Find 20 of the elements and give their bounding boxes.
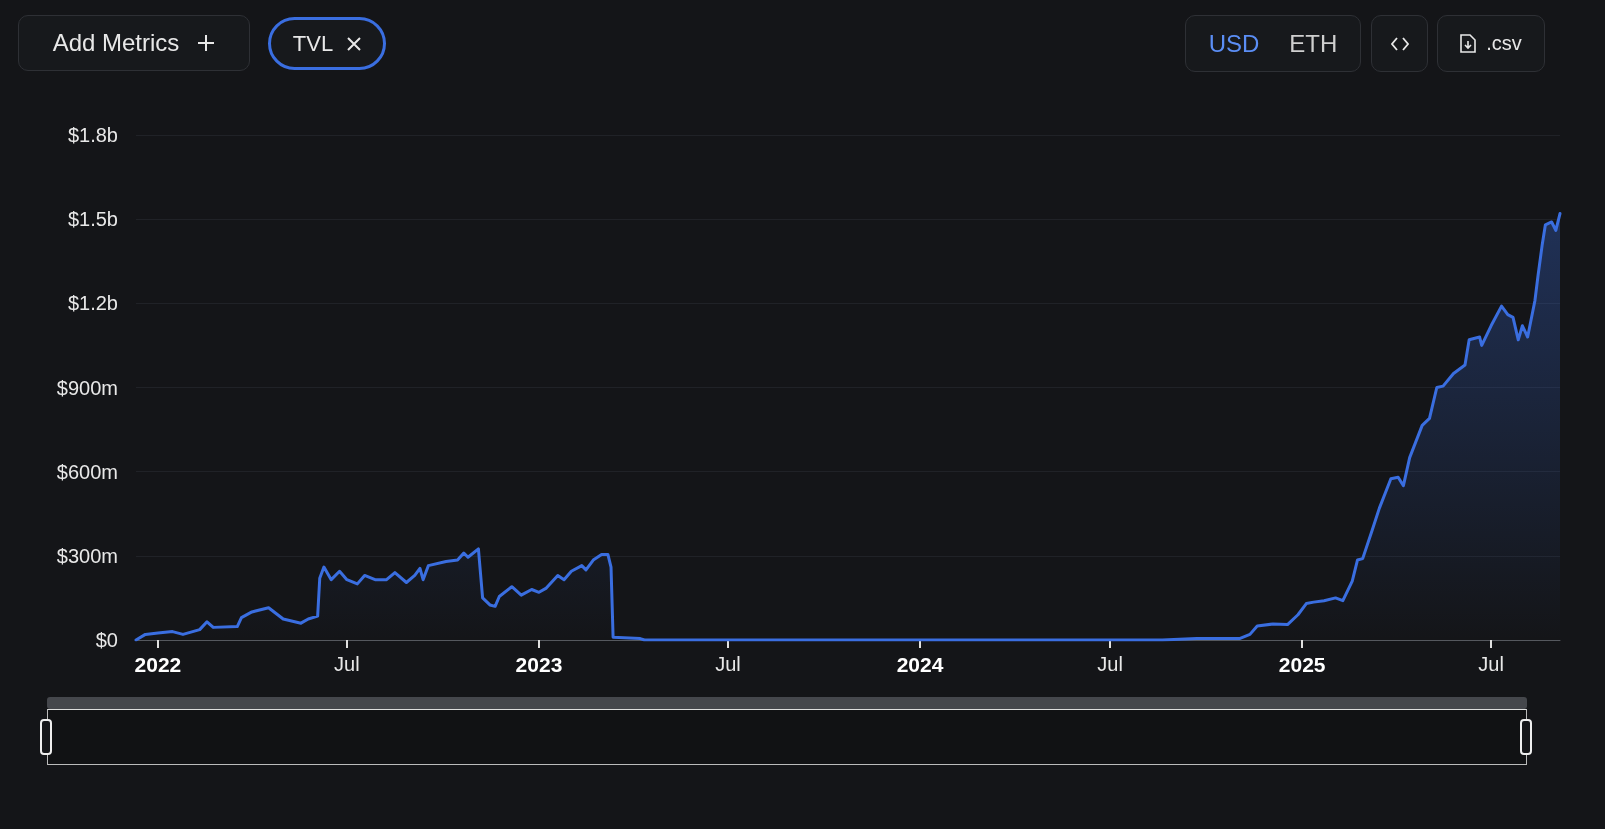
y-tick-label: $600m [56, 460, 118, 483]
x-tick-label: Jul [1478, 653, 1504, 675]
x-tick-label: Jul [715, 653, 741, 675]
x-tick-label: Jul [334, 653, 360, 675]
text: ETH [1289, 29, 1338, 58]
x-tick-label: Jul [1097, 653, 1123, 675]
text: .csv [1486, 32, 1522, 55]
y-tick-label: $1.8b [67, 124, 118, 146]
y-tick-label: $0 [95, 629, 118, 651]
text: USD [1208, 29, 1260, 58]
y-tick-label: $1.5b [67, 208, 118, 231]
y-tick-label: $900m [56, 376, 118, 399]
x-tick-label: 2024 [896, 653, 944, 676]
x-tick-label: 2022 [134, 653, 182, 676]
text: Add Metrics [52, 29, 180, 57]
x-tick-label: 2023 [515, 653, 563, 676]
text: TVL [292, 30, 334, 57]
y-tick-label: $1.2b [67, 292, 118, 315]
y-tick-label: $300m [56, 544, 118, 567]
x-tick-label: 2025 [1278, 653, 1326, 676]
